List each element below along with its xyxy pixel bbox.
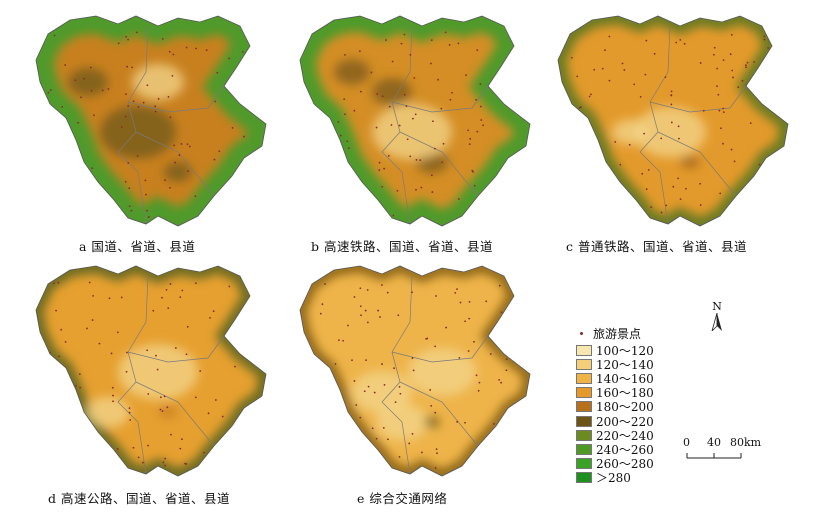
legend-class-row: 160～180 xyxy=(576,386,654,400)
map-surface xyxy=(558,16,788,226)
legend-class-label: 160～180 xyxy=(596,386,654,401)
legend-swatch xyxy=(576,387,592,399)
legend-class-row: 140～160 xyxy=(576,371,654,386)
caption-b: b 高速铁路、国道、省道、县道 xyxy=(311,239,493,254)
legend-class-row: 220～240 xyxy=(576,428,654,443)
legend-swatch xyxy=(576,472,592,484)
scale-labels: 0 40 80 km xyxy=(683,436,766,450)
map-c xyxy=(557,15,789,227)
legend-swatch xyxy=(576,458,592,470)
map-b xyxy=(299,15,531,227)
legend-swatch xyxy=(576,358,592,370)
legend-class-label: 180～200 xyxy=(596,400,654,415)
legend-class-label: 240～260 xyxy=(596,442,654,457)
legend-swatch xyxy=(576,344,592,356)
map-surface xyxy=(36,266,266,476)
caption-d: d 高速公路、国道、省道、县道 xyxy=(48,491,230,506)
scale-unit: km xyxy=(744,436,762,449)
map-d xyxy=(35,265,267,477)
legend-swatch xyxy=(576,372,592,384)
map-surface xyxy=(300,16,530,226)
legend-swatch xyxy=(576,429,592,441)
map-panel-d xyxy=(18,262,278,484)
legend-class-row: 180～200 xyxy=(576,400,654,414)
legend-class-row: 240～260 xyxy=(576,442,654,457)
map-e xyxy=(299,265,531,477)
legend-class-label: 120～140 xyxy=(596,357,654,372)
north-arrow-icon xyxy=(711,312,722,333)
legend-title: 旅游景点 xyxy=(593,327,642,341)
map-panel-e xyxy=(282,262,542,484)
legend-class-row: 100～120 xyxy=(576,343,654,358)
legend-class-row: 200～220 xyxy=(576,414,654,429)
legend-poi-row: 旅游景点 xyxy=(576,326,654,341)
legend-swatch xyxy=(576,443,592,455)
legend-class-label: 220～240 xyxy=(596,428,654,443)
north-label: N xyxy=(712,300,722,313)
north-arrow: N xyxy=(706,300,728,334)
map-surface xyxy=(36,16,266,226)
map-a xyxy=(35,15,267,227)
legend: 旅游景点 100～120 120～140 140～160 160～180 180～200… xyxy=(576,326,654,485)
legend-swatch xyxy=(576,415,592,427)
legend-class-label: 100～120 xyxy=(596,343,654,358)
scale-bar: 0 40 80 km xyxy=(683,436,766,463)
scale-tick-80: 80 xyxy=(730,436,744,449)
legend-class-row: 260～280 xyxy=(576,457,654,471)
legend-class-label: 140～160 xyxy=(596,371,654,386)
scale-tick-40: 40 xyxy=(707,436,721,449)
scale-bar-graphic xyxy=(686,453,742,459)
caption-e: e 综合交通网络 xyxy=(357,491,448,506)
legend-classes: 100～120 120～140 140～160 160～180 180～200 200～2… xyxy=(576,343,654,485)
legend-class-row: 120～140 xyxy=(576,357,654,372)
map-surface xyxy=(300,266,530,476)
caption-a: a 国道、省道、县道 xyxy=(79,239,196,254)
map-panel-a xyxy=(18,12,278,234)
legend-class-label: ＞280 xyxy=(596,471,631,486)
map-panel-c xyxy=(540,12,800,234)
legend-swatch xyxy=(576,401,592,413)
legend-class-label: 200～220 xyxy=(596,414,654,429)
caption-c: c 普通铁路、国道、省道、县道 xyxy=(566,239,747,254)
scale-tick-0: 0 xyxy=(683,436,690,449)
legend-class-label: 260～280 xyxy=(596,457,654,472)
map-panel-b xyxy=(282,12,542,234)
poi-dot-icon xyxy=(580,332,583,335)
legend-class-row: ＞280 xyxy=(576,471,654,485)
